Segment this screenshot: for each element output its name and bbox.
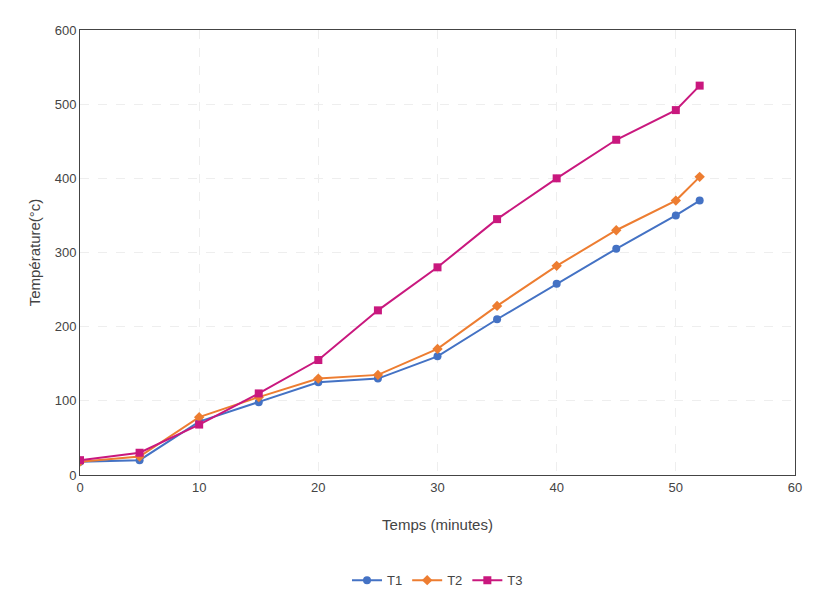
svg-text:T3: T3 (507, 573, 522, 588)
svg-text:0: 0 (76, 480, 83, 495)
svg-text:500: 500 (55, 97, 77, 112)
svg-text:Température(°c): Température(°c) (26, 199, 43, 307)
svg-text:T1: T1 (387, 573, 402, 588)
svg-text:50: 50 (669, 480, 683, 495)
svg-text:0: 0 (69, 468, 76, 483)
svg-text:600: 600 (55, 23, 77, 38)
svg-text:30: 30 (430, 480, 444, 495)
svg-text:40: 40 (549, 480, 563, 495)
svg-text:60: 60 (788, 480, 802, 495)
svg-text:200: 200 (55, 319, 77, 334)
svg-text:Temps (minutes): Temps (minutes) (382, 516, 493, 533)
svg-text:20: 20 (311, 480, 325, 495)
svg-text:100: 100 (55, 393, 77, 408)
svg-text:10: 10 (192, 480, 206, 495)
svg-text:300: 300 (55, 245, 77, 260)
svg-text:400: 400 (55, 171, 77, 186)
svg-text:T2: T2 (447, 573, 462, 588)
